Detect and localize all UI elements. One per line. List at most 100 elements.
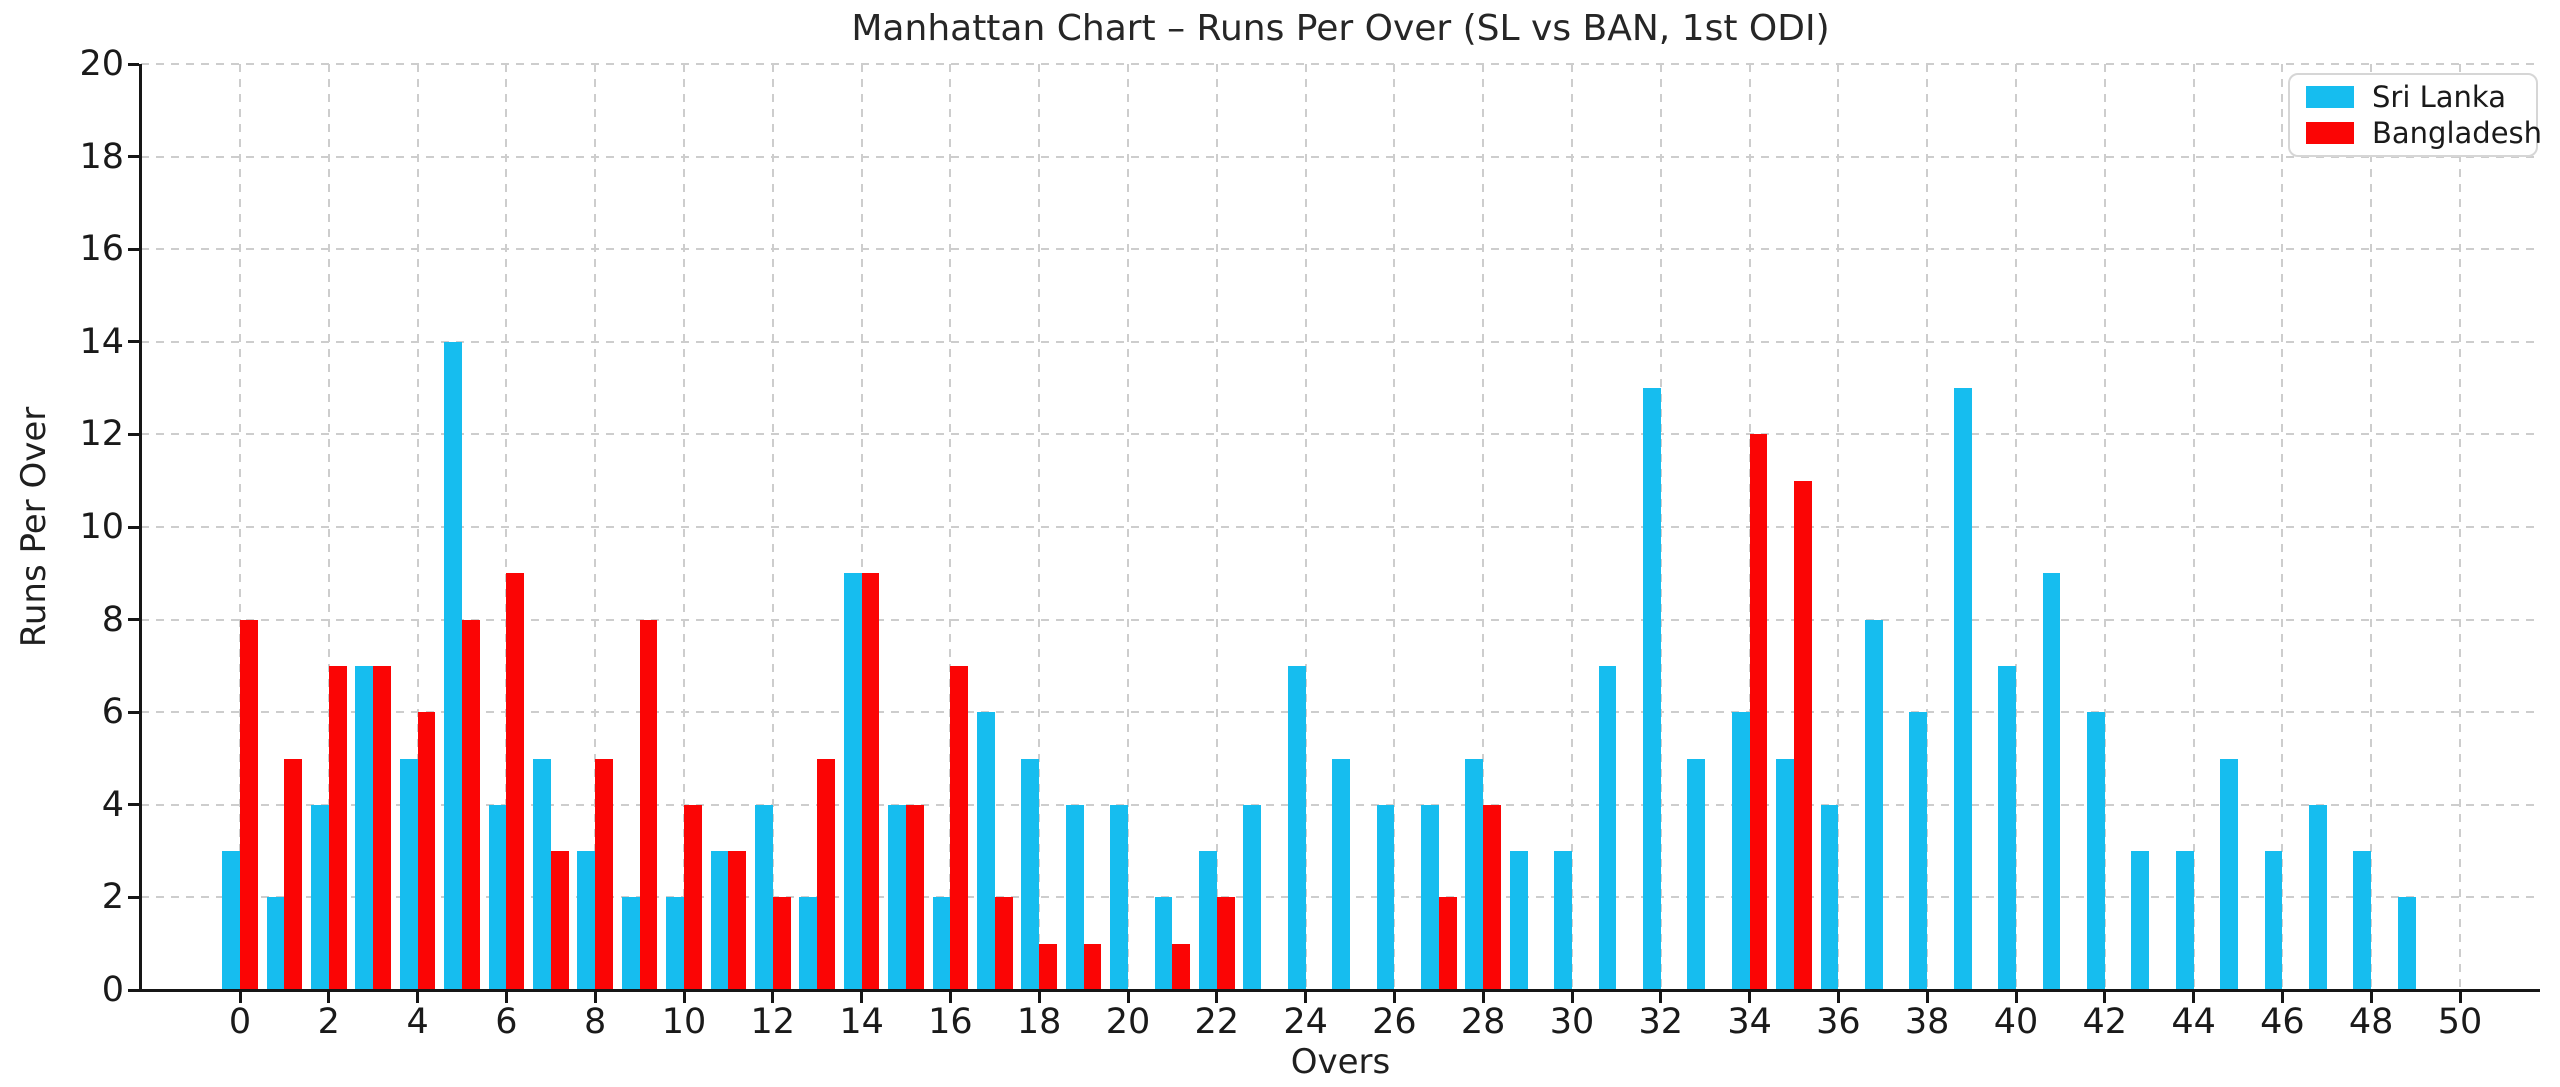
bar-sri-lanka-over-41 — [2042, 573, 2061, 990]
gridline-horizontal — [141, 155, 2540, 158]
bar-bangladesh-over-12 — [772, 897, 791, 990]
bar-sri-lanka-over-29 — [1509, 851, 1528, 990]
bar-sri-lanka-over-14 — [843, 573, 862, 990]
x-tick-mark — [1659, 992, 1663, 1003]
x-tick-label: 38 — [1904, 1002, 1950, 1042]
x-tick-mark — [1481, 992, 1485, 1003]
bar-sri-lanka-over-22 — [1199, 851, 1217, 990]
bar-bangladesh-over-3 — [373, 665, 391, 990]
bangladesh-swatch — [2306, 122, 2354, 145]
bar-sri-lanka-over-34 — [1731, 712, 1750, 990]
x-tick-label: 50 — [2437, 1002, 2483, 1042]
bar-sri-lanka-over-28 — [1465, 758, 1484, 990]
bar-bangladesh-over-6 — [506, 573, 525, 990]
gridline-horizontal — [141, 248, 2540, 251]
bar-bangladesh-over-17 — [994, 897, 1013, 990]
x-tick-mark — [948, 992, 952, 1003]
bar-sri-lanka-over-33 — [1687, 758, 1706, 990]
bar-bangladesh-over-14 — [861, 573, 880, 990]
bar-sri-lanka-over-45 — [2220, 758, 2238, 990]
x-tick-label: 8 — [584, 1002, 607, 1042]
bar-sri-lanka-over-43 — [2131, 851, 2150, 990]
x-tick-mark — [1925, 992, 1929, 1003]
bar-bangladesh-over-18 — [1039, 943, 1057, 990]
bar-bangladesh-over-7 — [550, 851, 569, 990]
x-tick-mark — [593, 992, 597, 1003]
x-tick-mark — [2458, 992, 2462, 1003]
bar-bangladesh-over-5 — [462, 619, 480, 990]
y-tick-mark — [128, 62, 139, 66]
x-tick-mark — [2369, 992, 2373, 1003]
x-tick-mark — [2014, 992, 2018, 1003]
bar-sri-lanka-over-11 — [710, 851, 729, 990]
y-tick-mark — [128, 525, 139, 529]
x-tick-label: 10 — [661, 1002, 707, 1042]
y-tick-label: 4 — [101, 784, 124, 825]
bar-bangladesh-over-1 — [284, 758, 303, 990]
gridline-horizontal — [141, 63, 2540, 65]
bar-sri-lanka-over-16 — [932, 897, 951, 990]
gridline-horizontal — [141, 618, 2540, 621]
bar-sri-lanka-over-2 — [311, 804, 329, 990]
bar-sri-lanka-over-7 — [533, 758, 551, 990]
bar-sri-lanka-over-31 — [1598, 665, 1617, 990]
x-tick-label: 26 — [1372, 1002, 1417, 1042]
x-tick-label: 16 — [928, 1002, 973, 1042]
x-tick-mark — [2103, 992, 2107, 1003]
bar-sri-lanka-over-35 — [1776, 758, 1794, 990]
x-tick-label: 40 — [1993, 1002, 2039, 1042]
x-tick-label: 46 — [2260, 1002, 2305, 1042]
y-tick-mark — [128, 340, 139, 344]
bar-bangladesh-over-10 — [684, 804, 702, 990]
y-tick-label: 2 — [101, 877, 124, 918]
x-tick-label: 14 — [839, 1002, 884, 1042]
bar-sri-lanka-over-8 — [577, 851, 596, 990]
bar-bangladesh-over-8 — [595, 758, 613, 990]
bar-bangladesh-over-11 — [728, 851, 747, 990]
legend: Sri Lanka Bangladesh — [2288, 73, 2542, 157]
y-tick-mark — [128, 803, 139, 807]
gridline-horizontal — [141, 340, 2540, 343]
bar-sri-lanka-over-44 — [2175, 851, 2194, 990]
y-tick-mark — [128, 618, 139, 622]
bar-bangladesh-over-16 — [950, 665, 969, 990]
bar-bangladesh-over-9 — [639, 619, 658, 990]
x-tick-label: 48 — [2348, 1002, 2394, 1042]
bar-bangladesh-over-15 — [906, 804, 924, 990]
bar-sri-lanka-over-1 — [266, 897, 285, 990]
bar-bangladesh-over-0 — [240, 619, 258, 990]
bar-sri-lanka-over-19 — [1065, 804, 1084, 990]
x-tick-label: 42 — [2082, 1002, 2128, 1042]
x-tick-mark — [860, 992, 864, 1003]
bar-sri-lanka-over-21 — [1154, 897, 1173, 990]
bar-sri-lanka-over-27 — [1421, 804, 1439, 990]
x-tick-mark — [1126, 992, 1130, 1003]
x-tick-label: 18 — [1016, 1002, 1062, 1042]
bar-sri-lanka-over-42 — [2087, 712, 2105, 990]
bar-sri-lanka-over-0 — [222, 851, 240, 990]
bar-sri-lanka-over-38 — [1909, 712, 1928, 990]
y-tick-mark — [128, 247, 139, 251]
y-tick-label: 6 — [101, 692, 124, 733]
x-tick-label: 0 — [228, 1002, 252, 1042]
x-tick-mark — [1748, 992, 1752, 1003]
bar-sri-lanka-over-46 — [2264, 851, 2283, 990]
bar-bangladesh-over-22 — [1216, 897, 1235, 990]
x-tick-label: 34 — [1727, 1002, 1772, 1042]
bar-sri-lanka-over-48 — [2353, 851, 2372, 990]
y-tick-label: 18 — [79, 136, 124, 177]
x-tick-mark — [327, 992, 331, 1003]
bar-sri-lanka-over-15 — [888, 804, 906, 990]
bar-sri-lanka-over-10 — [666, 897, 684, 990]
x-tick-mark — [504, 992, 508, 1003]
y-tick-label: 20 — [79, 44, 124, 84]
bar-bangladesh-over-27 — [1438, 897, 1457, 990]
x-tick-mark — [1037, 992, 1041, 1003]
x-tick-label: 20 — [1105, 1002, 1151, 1042]
x-tick-mark — [1392, 992, 1396, 1003]
x-tick-label: 6 — [495, 1002, 518, 1042]
x-tick-label: 12 — [750, 1002, 796, 1042]
x-tick-mark — [2280, 992, 2284, 1003]
bar-sri-lanka-over-36 — [1820, 804, 1839, 990]
